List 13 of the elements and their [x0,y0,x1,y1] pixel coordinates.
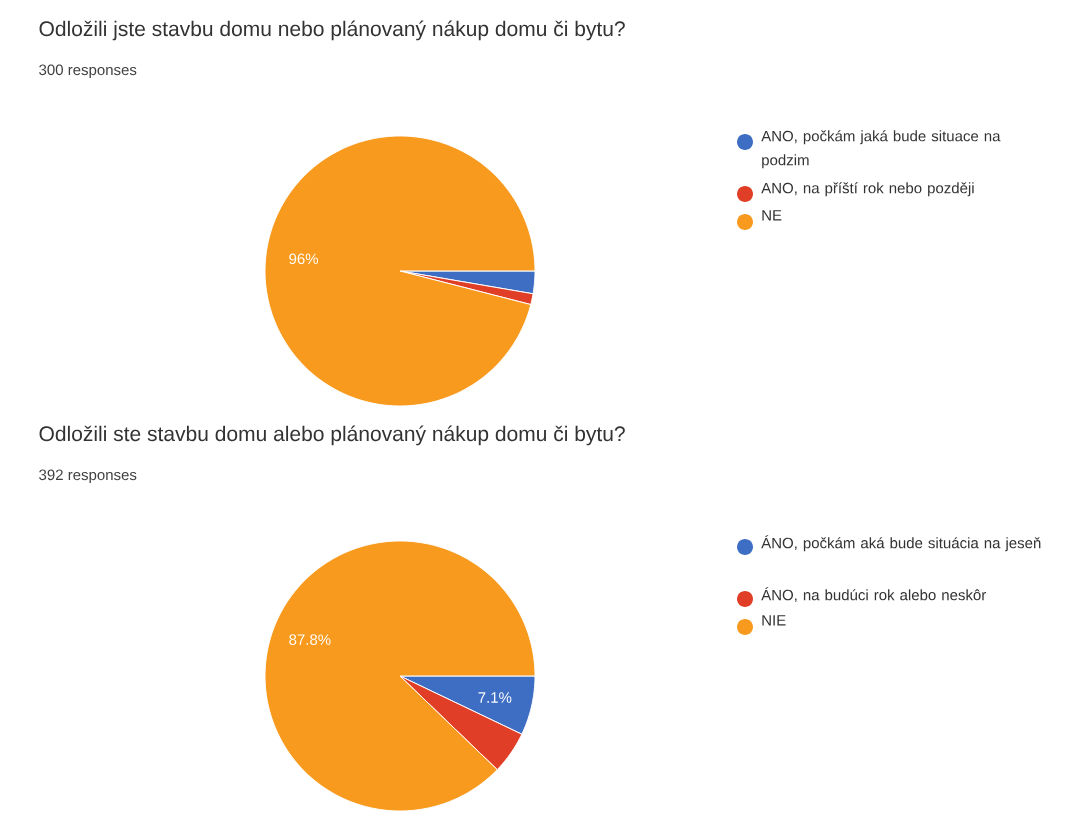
legend-label: ANO, počkám jaká bude situace na podzim [761,130,1001,169]
chart-title: Odložili jste stavbu domu nebo plánovaný nákup domu či bytu? [39,20,625,41]
legend-label: ANO, na příští rok nebo později [761,182,974,197]
data-label: 7.1% [478,692,512,703]
legend-label: NE [762,210,782,221]
legend-label: ÁNO, počkám aká bude situácia na jeseň [761,535,1041,552]
chart-title: Odložili ste stavbu domu alebo plánovaný nákup domu či bytu? [39,425,625,446]
text: 392 responses [39,469,137,484]
data-label: 96% [289,253,319,265]
text: 300 responses [39,64,137,79]
data-label: 87.8% [289,634,331,645]
legend-label: NIE [762,615,786,626]
legend-label: ÁNO, na budúci rok alebo neskôr [761,587,987,603]
